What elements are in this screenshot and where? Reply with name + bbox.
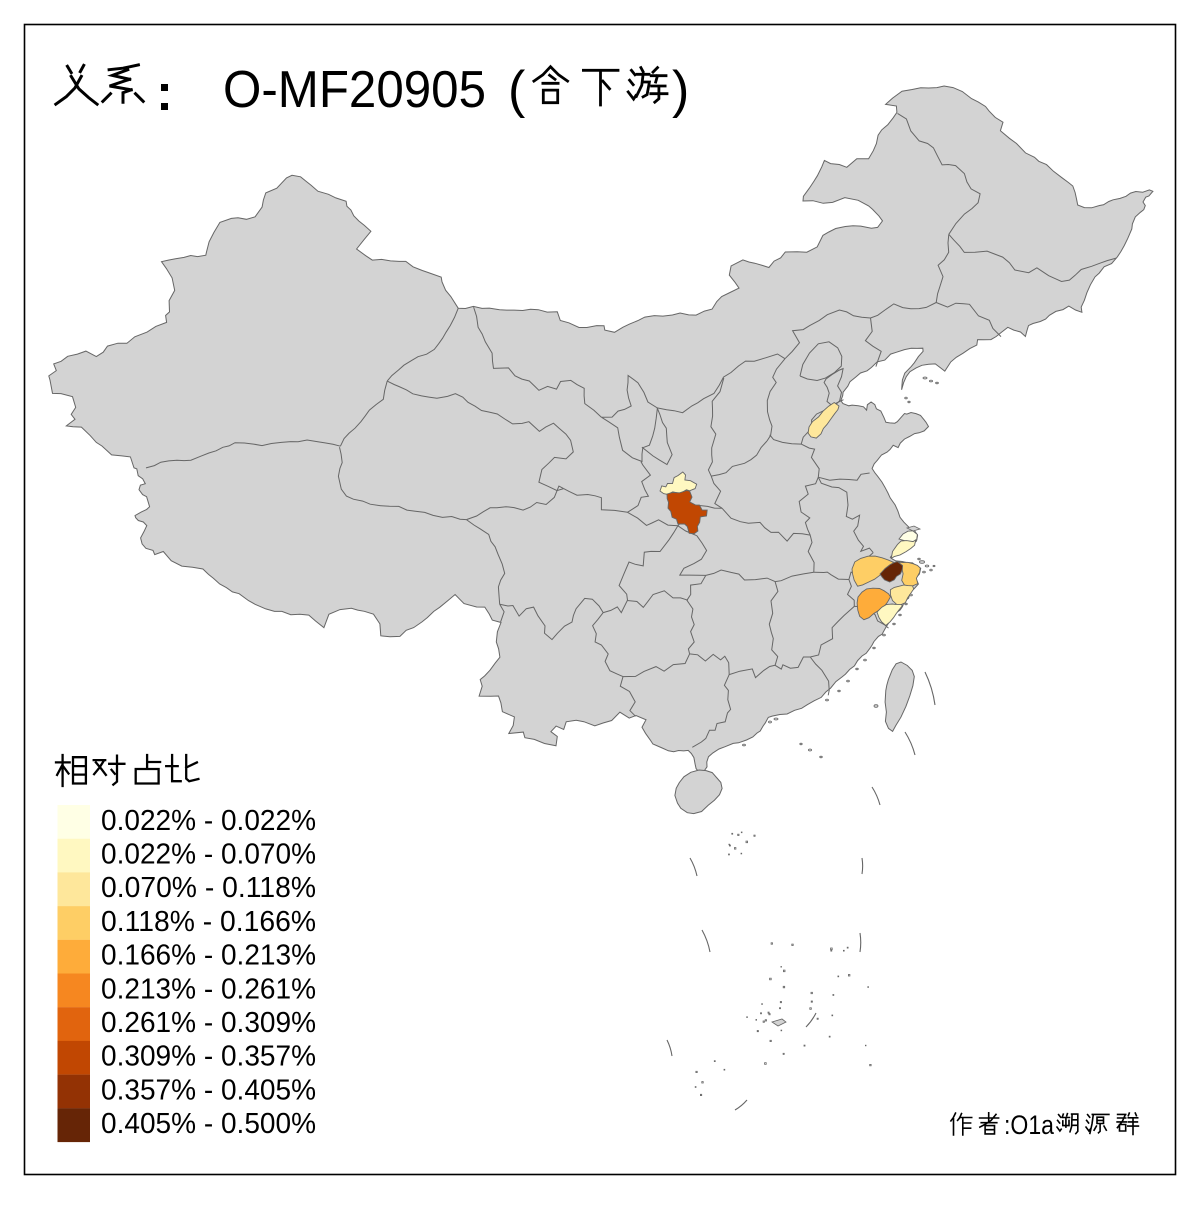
svg-text:(: (	[508, 61, 526, 119]
svg-text:O-MF20905: O-MF20905	[223, 61, 486, 119]
svg-text:0.405% - 0.500%: 0.405% - 0.500%	[101, 1108, 316, 1140]
svg-text:): )	[672, 61, 689, 119]
svg-text::O1a: :O1a	[1004, 1110, 1055, 1140]
svg-text:0.022% - 0.070%: 0.022% - 0.070%	[101, 839, 316, 871]
svg-text:0.261% - 0.309%: 0.261% - 0.309%	[101, 1007, 316, 1039]
svg-text:0.309% - 0.357%: 0.309% - 0.357%	[101, 1041, 316, 1073]
svg-text:0.022% - 0.022%: 0.022% - 0.022%	[101, 805, 316, 837]
svg-text:0.213% - 0.261%: 0.213% - 0.261%	[101, 973, 316, 1005]
svg-text:0.357% - 0.405%: 0.357% - 0.405%	[101, 1074, 316, 1106]
svg-text:0.118% - 0.166%: 0.118% - 0.166%	[101, 906, 316, 938]
svg-text:0.166% - 0.213%: 0.166% - 0.213%	[101, 940, 316, 972]
svg-text:0.070% - 0.118%: 0.070% - 0.118%	[101, 872, 316, 904]
